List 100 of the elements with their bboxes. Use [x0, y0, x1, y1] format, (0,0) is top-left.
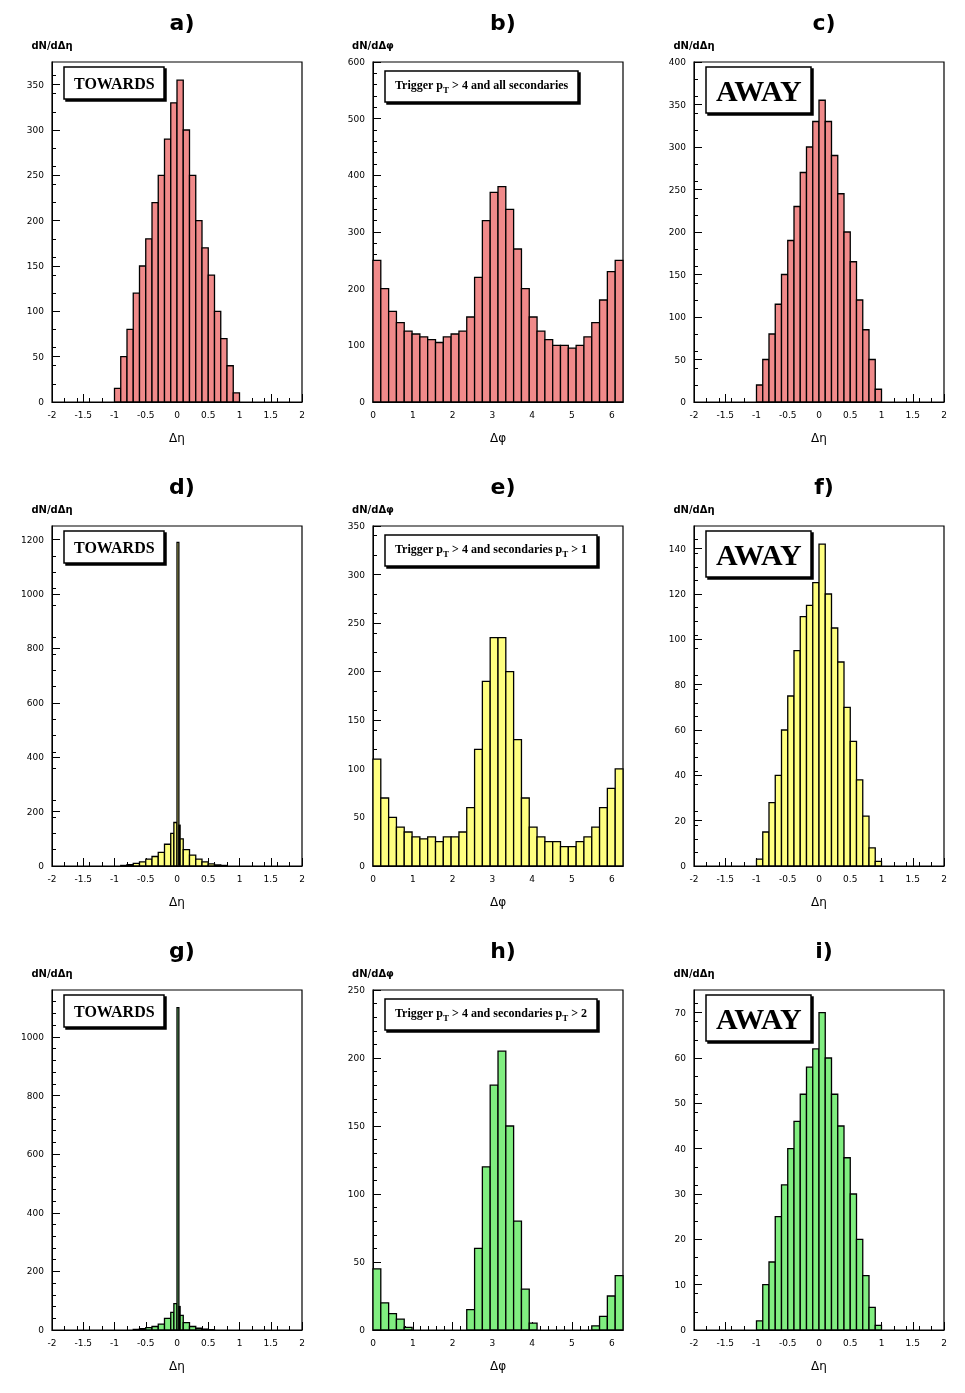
chart-title: i) — [815, 937, 833, 963]
y-tick-label: 50 — [353, 1257, 366, 1267]
x-tick-label: 1 — [878, 873, 885, 884]
chart-title: h) — [490, 937, 516, 963]
x-tick-label: -0.5 — [778, 1337, 797, 1348]
y-tick-label: 100 — [347, 340, 366, 351]
x-tick-label: -0.5 — [778, 873, 797, 884]
y-tick-label: 1000 — [21, 1031, 45, 1042]
y-tick-label: 120 — [668, 589, 687, 599]
y-tick-label: 70 — [674, 1007, 687, 1018]
x-tick-label: -2 — [689, 409, 699, 420]
y-tick-label: 200 — [347, 283, 366, 294]
x-tick-label: 1.5 — [905, 873, 920, 884]
x-tick-label: 0 — [174, 1337, 181, 1348]
x-tick-label: 0.5 — [201, 409, 216, 420]
x-tick-label: 1 — [409, 1337, 416, 1348]
x-tick-label: 1 — [878, 409, 885, 420]
x-tick-label: -2 — [689, 1337, 699, 1348]
y-tick-label: 50 — [353, 812, 366, 823]
x-tick-label: 0 — [816, 873, 823, 884]
annotation: TOWARDS — [74, 74, 155, 92]
y-tick-label: 400 — [26, 1207, 45, 1218]
y-tick-label: 20 — [674, 1234, 687, 1245]
y-tick-label: 150 — [26, 261, 45, 271]
x-tick-label: -1.5 — [74, 409, 93, 420]
y-tick-label: 40 — [674, 1143, 687, 1154]
x-axis-title: Δη — [811, 431, 827, 445]
x-tick-label: -1.5 — [716, 1337, 735, 1348]
x-tick-label: 3 — [489, 1337, 496, 1348]
y-tick-label: 250 — [347, 618, 366, 629]
x-tick-label: 0 — [174, 873, 181, 884]
y-tick-label: 40 — [674, 770, 687, 781]
y-tick-label: 10 — [674, 1279, 687, 1290]
chart-title: g) — [169, 937, 195, 963]
x-axis-title: Δη — [811, 1359, 827, 1373]
x-tick-label: 0 — [174, 409, 181, 420]
y-tick-label: 200 — [347, 666, 366, 677]
x-tick-label: 0 — [370, 873, 377, 884]
chart-title: f) — [814, 473, 834, 499]
y-tick-label: 350 — [347, 521, 366, 531]
x-tick-label: -1.5 — [716, 873, 735, 884]
y-tick-label: 1200 — [21, 534, 45, 545]
x-tick-label: 6 — [608, 409, 615, 420]
y-tick-label: 800 — [26, 1090, 45, 1101]
x-axis-title: Δφ — [489, 1359, 507, 1373]
y-axis-title: dN/dΔη — [31, 39, 73, 51]
x-tick-label: 5 — [569, 409, 575, 420]
x-tick-label: 0 — [816, 1337, 823, 1348]
y-tick-label: 150 — [347, 715, 366, 726]
x-tick-label: -2 — [47, 1337, 57, 1348]
x-tick-label: -1 — [110, 873, 119, 884]
y-tick-label: 300 — [26, 125, 45, 135]
x-tick-label: 2 — [299, 409, 305, 420]
x-tick-label: -1 — [752, 409, 761, 420]
y-tick-label: 0 — [359, 1325, 366, 1335]
y-tick-label: 0 — [359, 397, 366, 407]
y-tick-label: 800 — [26, 643, 45, 654]
x-tick-label: -1 — [752, 1337, 761, 1348]
y-tick-label: 0 — [38, 861, 45, 871]
x-tick-label: 0 — [370, 409, 377, 420]
x-tick-label: 0.5 — [201, 1337, 216, 1348]
y-tick-label: 0 — [680, 397, 687, 407]
y-tick-label: 600 — [347, 57, 366, 67]
x-tick-label: -2 — [47, 873, 57, 884]
y-axis-title: dN/dΔη — [673, 39, 715, 51]
x-tick-label: 0.5 — [843, 1337, 858, 1348]
x-tick-label: -0.5 — [136, 409, 155, 420]
y-tick-label: 100 — [668, 634, 687, 645]
x-tick-label: 6 — [608, 873, 615, 884]
y-tick-label: 0 — [38, 397, 45, 407]
x-tick-label: -1 — [110, 409, 119, 420]
y-axis-title: dN/dΔφ — [352, 967, 395, 979]
y-tick-label: 300 — [347, 569, 366, 580]
x-tick-label: 1.5 — [263, 873, 278, 884]
x-tick-label: -1.5 — [716, 409, 735, 420]
chart-title: a) — [169, 9, 195, 35]
x-tick-label: 1.5 — [263, 409, 278, 420]
x-tick-label: 2 — [449, 1337, 456, 1348]
x-tick-label: 1 — [409, 409, 416, 420]
y-axis-title: dN/dΔη — [673, 503, 715, 515]
x-tick-label: 1 — [409, 873, 416, 884]
y-axis-title: dN/dΔη — [31, 967, 73, 979]
y-tick-label: 80 — [674, 679, 687, 690]
x-tick-label: 1 — [878, 1337, 885, 1348]
y-tick-label: 0 — [359, 861, 366, 871]
chart-title: c) — [812, 9, 836, 35]
x-tick-label: -2 — [47, 409, 57, 420]
x-tick-label: 2 — [449, 409, 456, 420]
x-tick-label: 4 — [529, 1337, 536, 1348]
x-tick-label: 1 — [236, 409, 243, 420]
x-tick-label: 4 — [529, 873, 536, 884]
y-tick-label: 350 — [668, 99, 687, 110]
annotation: AWAY — [716, 537, 802, 571]
x-axis-title: Δη — [169, 895, 185, 909]
chart-title: d) — [169, 473, 195, 499]
y-tick-label: 150 — [668, 269, 687, 280]
y-tick-label: 0 — [680, 861, 687, 871]
y-tick-label: 600 — [26, 1149, 45, 1160]
x-tick-label: 2 — [299, 1337, 305, 1348]
y-tick-label: 400 — [26, 752, 45, 763]
